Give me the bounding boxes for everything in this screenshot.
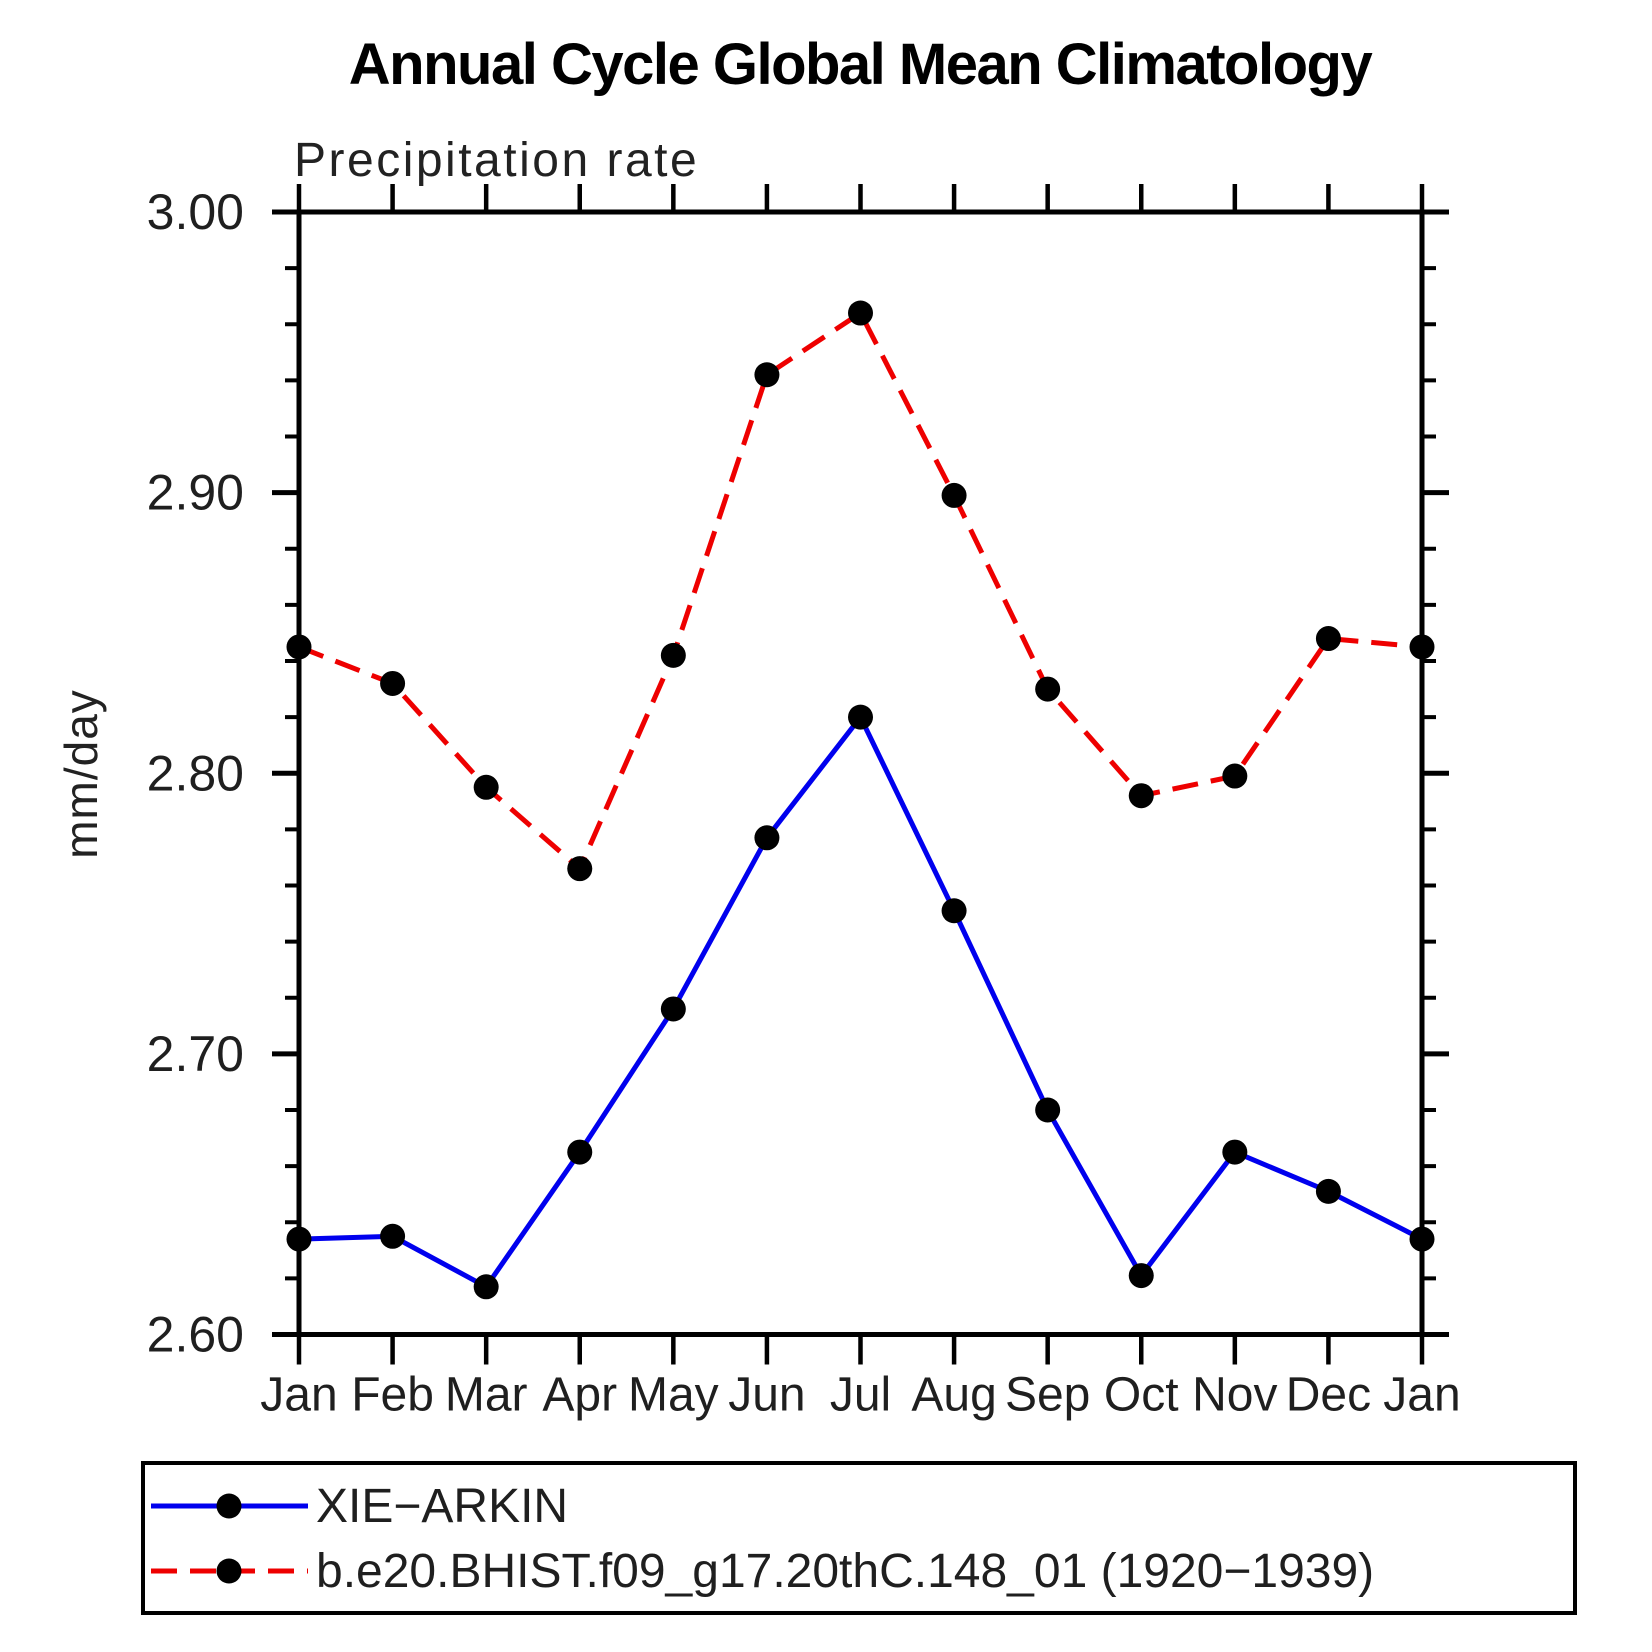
data-point-marker (754, 825, 780, 851)
x-tick-label: Aug (911, 1369, 996, 1422)
data-point-marker (660, 996, 686, 1022)
legend-label-model: b.e20.BHIST.f09_g17.20thC.148_01 (1920−1… (316, 1545, 1374, 1598)
x-tick-label: Nov (1192, 1369, 1277, 1422)
plot-frame (296, 209, 1425, 1337)
series-line-xie-arkin (298, 712, 1424, 1291)
data-point-marker (1315, 626, 1341, 652)
data-point-marker (286, 634, 312, 660)
data-point-marker (941, 898, 967, 924)
y-axis-label: mm/day (55, 689, 107, 859)
data-point-marker (1222, 763, 1248, 789)
x-tick-label: Jan (1383, 1369, 1460, 1422)
legend-box (141, 1461, 1577, 1615)
legend-marker-xie-arkin (216, 1493, 242, 1519)
x-tick-label: May (628, 1369, 719, 1422)
axes (272, 184, 1449, 1365)
x-tick-label: Jul (830, 1369, 891, 1422)
y-tick-label: 2.70 (147, 1026, 244, 1082)
x-tick-label: Oct (1104, 1369, 1179, 1422)
x-tick-label: Sep (1005, 1369, 1090, 1422)
data-point-marker (567, 1139, 593, 1165)
chart-title: Annual Cycle Global Mean Climatology (349, 32, 1373, 97)
data-point-marker (848, 704, 873, 730)
data-point-marker (473, 774, 499, 800)
x-tick-labels: Jan Feb Mar Apr May Jun Jul Aug Sep Oct Nov Dec Jan (260, 1369, 1460, 1422)
legend-marker-model (216, 1558, 242, 1584)
x-tick-label: Jun (728, 1369, 805, 1422)
data-point-marker (848, 300, 873, 326)
data-point-marker (567, 856, 593, 882)
data-series (286, 300, 1435, 1300)
legend-label-xie-arkin: XIE−ARKIN (316, 1480, 568, 1533)
data-point-marker (1409, 634, 1435, 660)
y-tick-labels: 2.60 2.70 2.80 2.90 3.00 (147, 184, 244, 1363)
data-point-marker (1128, 1263, 1154, 1289)
data-point-marker (660, 642, 686, 668)
data-point-marker (286, 1226, 312, 1252)
y-tick-label: 2.60 (147, 1307, 244, 1363)
data-point-marker (1222, 1139, 1248, 1165)
x-tick-label: Apr (542, 1369, 617, 1422)
series-line-model (298, 309, 1423, 873)
x-tick-label: Jan (260, 1369, 337, 1422)
data-point-marker (380, 1223, 406, 1249)
data-point-marker (1128, 783, 1154, 809)
data-point-marker (1035, 676, 1061, 702)
data-point-marker (473, 1274, 499, 1300)
data-point-marker (754, 362, 780, 388)
legend: XIE−ARKIN b.e20.BHIST.f09_g17.20thC.148_… (141, 1461, 1577, 1615)
data-point-marker (1409, 1226, 1435, 1252)
data-point-marker (1315, 1178, 1341, 1204)
data-point-marker (380, 670, 406, 696)
y-tick-label: 2.80 (147, 745, 244, 801)
data-point-marker (941, 482, 967, 508)
y-tick-label: 2.90 (147, 465, 244, 521)
chart-subtitle: Precipitation rate (294, 134, 699, 187)
x-tick-label: Dec (1286, 1369, 1371, 1422)
x-tick-label: Mar (445, 1369, 528, 1422)
y-tick-label: 3.00 (147, 184, 244, 240)
data-point-marker (1035, 1097, 1061, 1123)
x-tick-label: Feb (351, 1369, 434, 1422)
